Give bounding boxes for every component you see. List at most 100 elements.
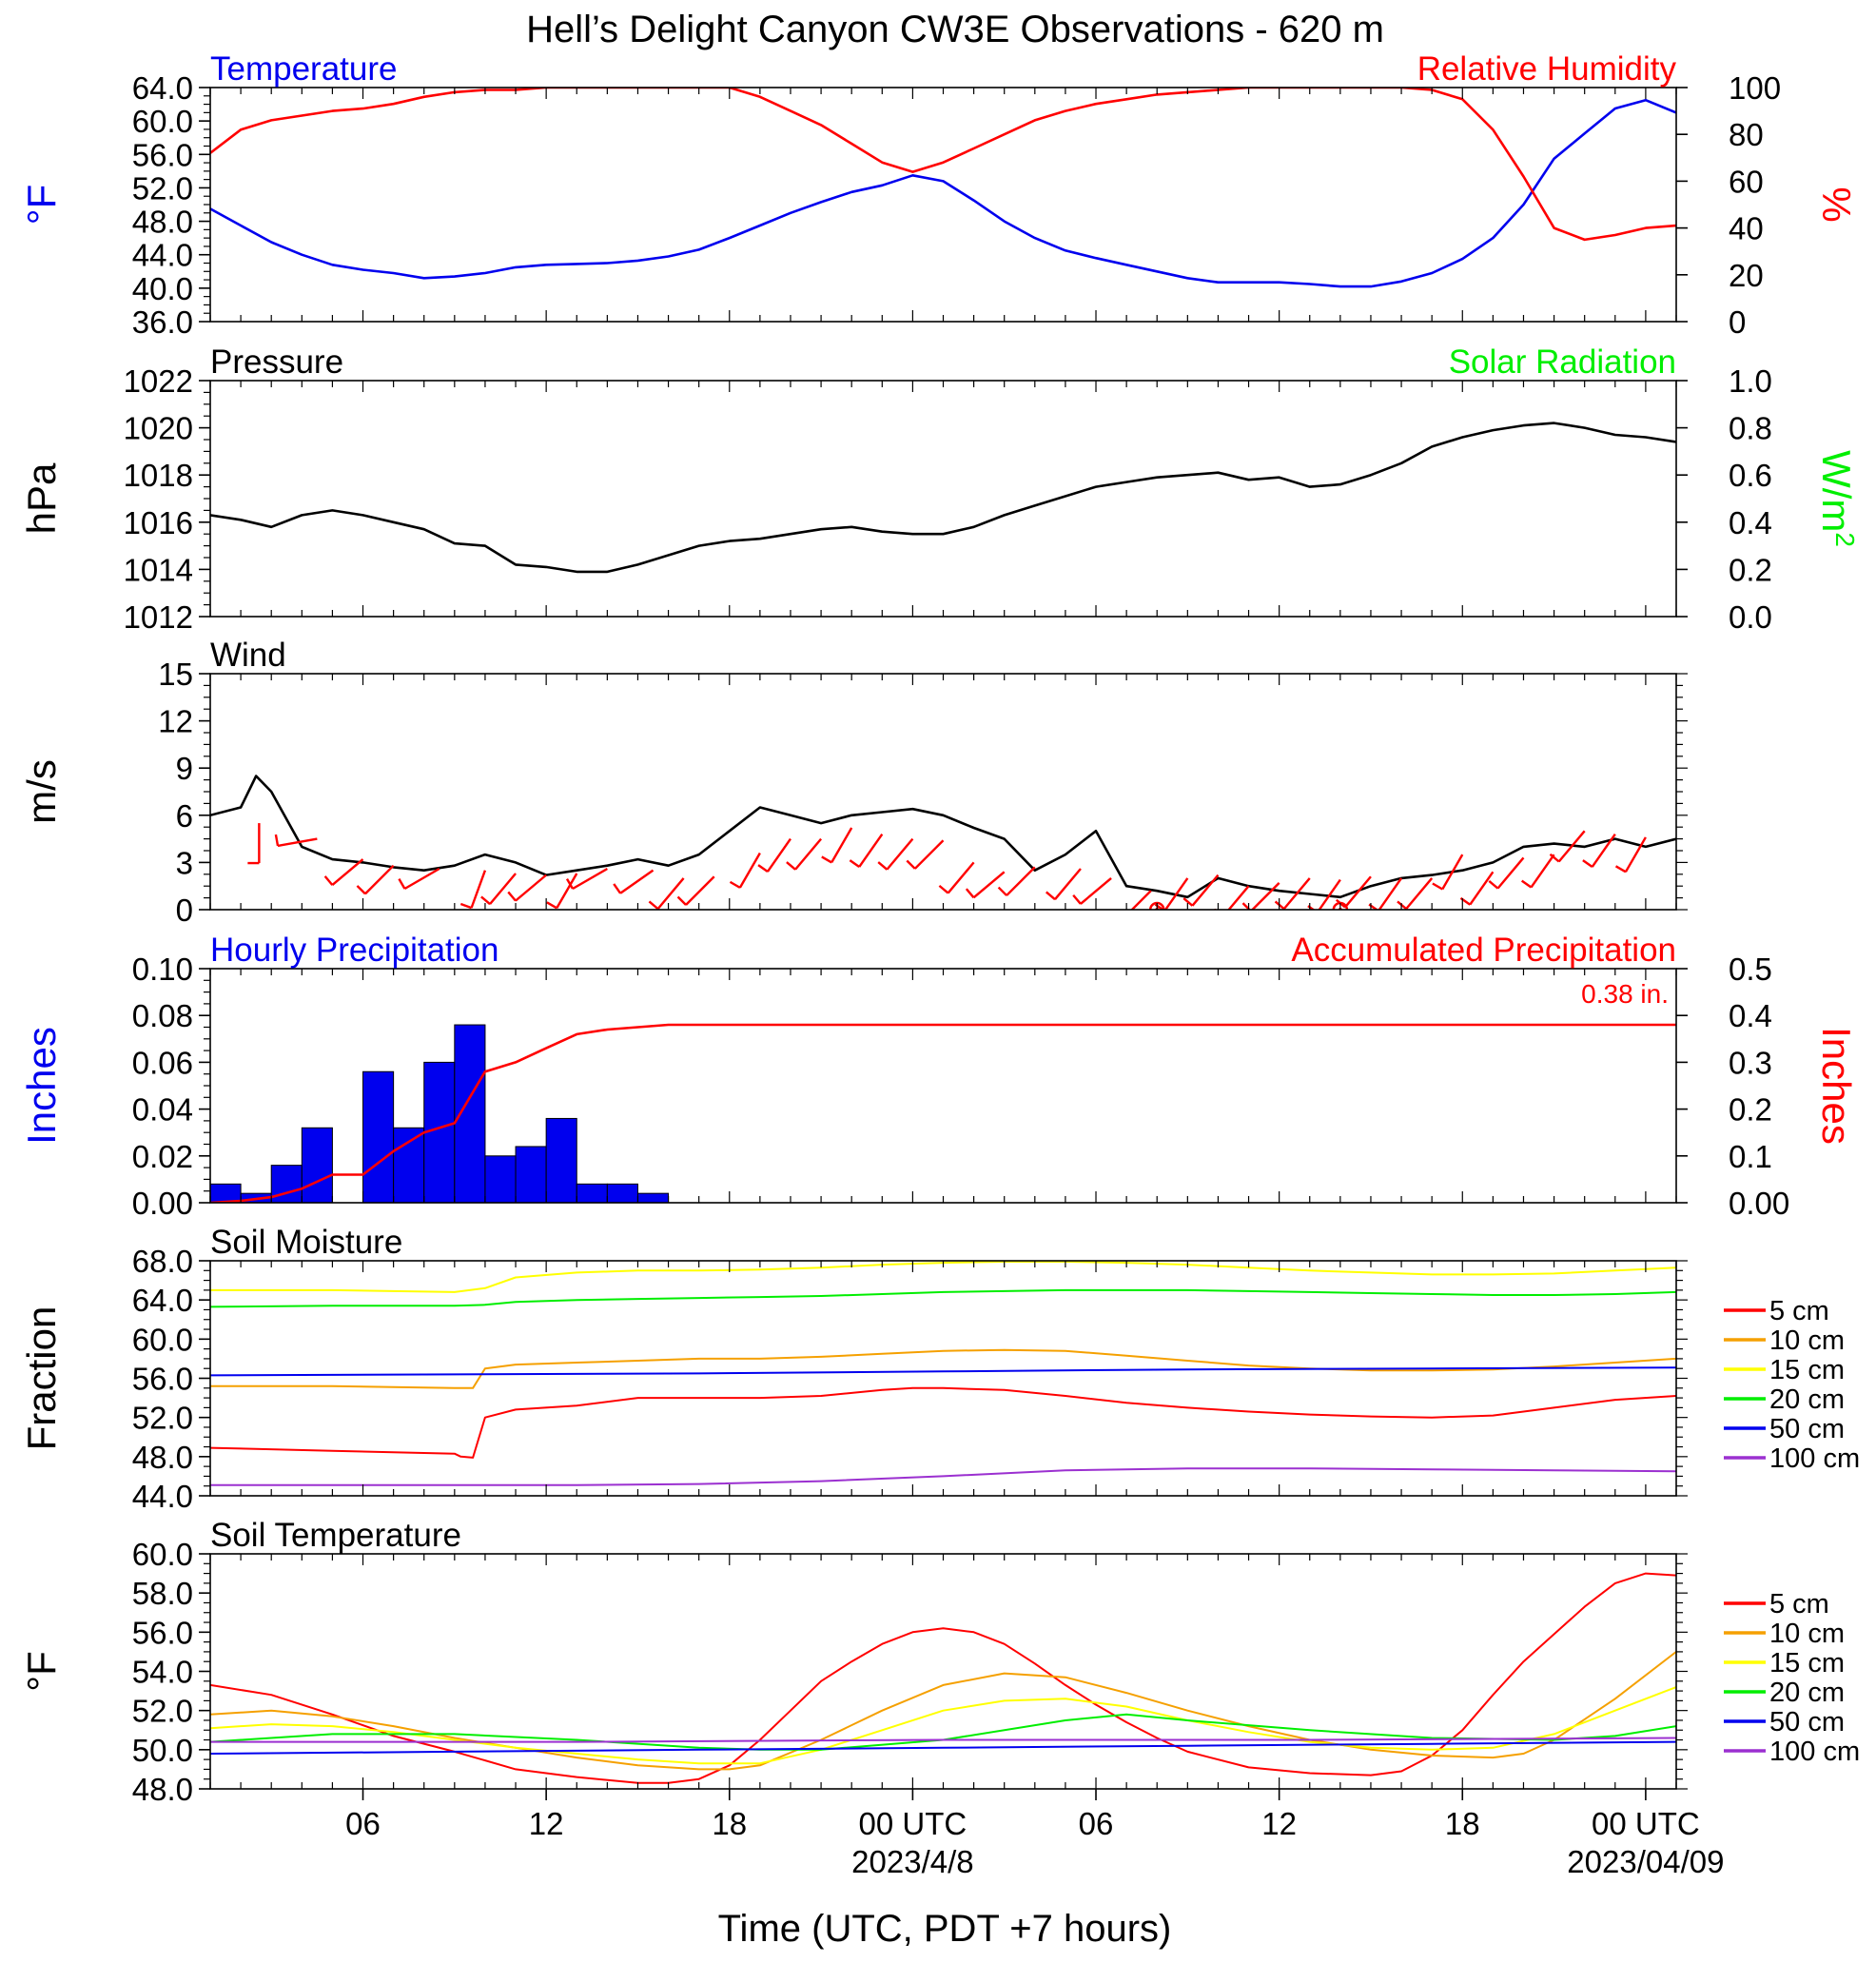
wind-barb-flag [965,888,975,899]
wind-barb-staff [972,871,1006,899]
panel-left-title: Wind [210,637,286,674]
panel-data [210,775,1676,918]
wind-barb-flag [1072,893,1082,905]
legend-label: 10 cm [1769,1619,1845,1649]
wind-barb-staff [619,869,655,894]
panel-5: 44.0 48.0 52.0 56.0 60.0 64.0 68.0 Soil Moistur… [19,1224,1860,1514]
plot-frame [209,87,1677,323]
wind-barb [565,867,608,891]
wind-barb [676,875,715,906]
wind-barb-staff [913,839,945,870]
wind-barb-staff [1130,890,1152,910]
series-line-100-cm [210,1737,1676,1743]
wind-barb [613,869,655,894]
y-tick-label: 0.10 [132,952,193,987]
y-tick-label: 3 [176,845,193,880]
y-tick-label: 52.0 [132,170,193,206]
legend-label: 50 cm [1769,1414,1845,1444]
wind-barb-flag [546,901,557,910]
wind-barb-flag [938,884,949,894]
panel-left-title: Hourly Precipitation [210,932,498,969]
wind-barb-flag [565,878,575,890]
series-line-10-cm [210,1348,1676,1389]
y-tick-label: 36.0 [132,304,193,340]
wind-barb-staff [331,858,364,887]
series-line-50-cm [210,1366,1676,1377]
wind-barb [821,827,853,864]
y-tick-label: 12 [158,704,193,739]
wind-barb-staff [1469,871,1495,906]
y-right-tick-label: 0.0 [1729,599,1772,635]
wind-barb-staff [1405,877,1434,910]
wind-barb-staff [1227,885,1250,910]
wind-barb [1045,868,1082,901]
y-tick-label: 1018 [124,458,193,493]
wind-barb-flag [997,886,1007,896]
wind-barb-staff [766,837,791,873]
wind-barb-flag [849,859,860,869]
y-axis-title-right: Inches [1814,1027,1859,1145]
series-line-5-cm [210,1572,1676,1784]
y-axis-title: Inches [19,1027,64,1145]
legend-label: 20 cm [1769,1384,1845,1415]
series-line-50-cm [210,1740,1676,1755]
wind-barb [1614,836,1647,874]
legend-label: 15 cm [1769,1648,1845,1678]
plot-frame [209,1553,1677,1790]
precip-bar [484,1155,517,1203]
wind-barb-staff [656,877,685,910]
y-axis-title: m/s [19,759,64,824]
series-line-pressure [210,422,1676,574]
panel-6: 48.0 50.0 52.0 54.0 56.0 58.0 60.0 Soil Tempera… [19,1517,1860,1807]
wind-barb-flag [1241,902,1252,910]
wind-barb-flag [459,902,472,910]
wind-barb-staff [1250,882,1280,910]
y-tick-label: 1020 [124,411,193,446]
wind-barb [1182,874,1220,907]
legend-label: 50 cm [1769,1707,1845,1737]
y-tick-label: 56.0 [132,1615,193,1650]
wind-barb-staff [1496,856,1525,890]
wind-barb [1488,856,1525,890]
x-axis-title: Time (UTC, PDT +7 hours) [718,1908,1172,1950]
wind-barb-staff [858,833,884,868]
legend-label: 15 cm [1769,1355,1845,1385]
series-line-100-cm [210,1467,1676,1486]
y-tick-label: 60.0 [132,1537,193,1572]
y-axis-title-right: W/m2 [1814,450,1860,547]
wind-barb-flag [1115,911,1123,918]
wind-barb [356,864,395,895]
series-line-relative-humidity [210,88,1676,242]
y-right-tick-label: 0.2 [1729,552,1772,587]
panel-data [210,1572,1676,1784]
y-tick-label: 0.02 [132,1139,193,1174]
y-tick-label: 68.0 [132,1244,193,1279]
wind-barb-flag [613,883,622,894]
legend-label: 100 cm [1769,1737,1860,1767]
y-right-tick-label: 0.5 [1729,952,1772,987]
wind-barb-flag [1182,897,1194,907]
wind-barb-staff [1441,854,1464,891]
wind-barb-flag [648,900,659,910]
legend-label: 5 cm [1769,1296,1829,1326]
x-tick-label: 18 [712,1806,747,1841]
wind-barb-staff [489,873,517,905]
x-tick-label: 00 UTC [859,1806,967,1841]
legend-label: 100 cm [1769,1443,1860,1474]
panel-left-title: Soil Temperature [210,1517,461,1554]
panels-layer: 36.040.044.048.052.056.060.064.002040608… [19,50,1860,1879]
wind-barb-flag [757,864,769,873]
precip-bar [301,1127,333,1203]
wind-barb-staff [685,875,715,906]
y-tick-label: 52.0 [132,1694,193,1729]
x-tick-label: 18 [1445,1806,1480,1841]
y-right-tick-label: 1.0 [1729,363,1772,399]
wind-barb-staff [831,827,853,863]
panel-data [210,1023,1676,1203]
wind-barb [323,858,364,887]
precip-bar [393,1127,425,1203]
y-tick-label: 56.0 [132,137,193,172]
wind-barb [757,837,791,873]
